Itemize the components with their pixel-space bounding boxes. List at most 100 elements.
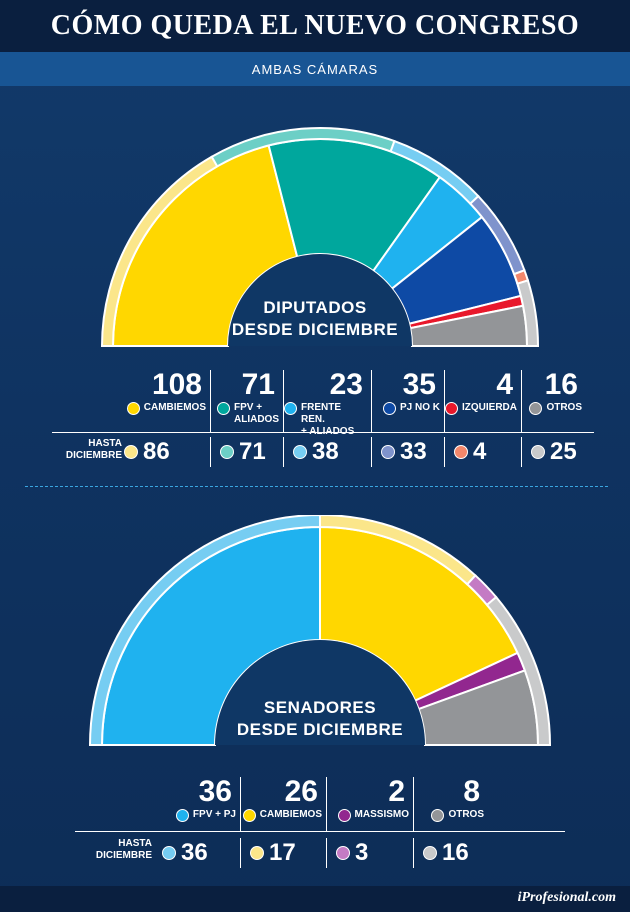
diputados-chamber-label: DIPUTADOS DESDE DICIEMBRE — [215, 297, 415, 341]
senadores-party-name-line-1: OTROS — [448, 809, 484, 820]
senadores-seat-count-fpv-pj: 36 — [198, 775, 232, 808]
diputados-hemicycle-chart — [100, 127, 540, 347]
senadores-previous-separator — [413, 838, 414, 868]
senadores-previous-massismo: 3 — [326, 838, 413, 868]
senadores-center-hole — [215, 640, 425, 745]
diputados-party-fpv-aliados: FPV + ALIADOS — [211, 402, 279, 426]
senadores-party-name-fpv-pj: FPV + PJ — [193, 809, 236, 821]
senadores-party-cambiemos: CAMBIEMOS — [241, 809, 322, 822]
diputados-party-name-frente-ren-aliados: FRENTE REN.+ ALIADOS — [301, 402, 367, 438]
diputados-dot-izquierda — [445, 402, 458, 415]
senadores-previous-dot-otros — [423, 846, 437, 860]
section-divider — [25, 486, 608, 487]
page-subtitle: AMBAS CÁMARAS — [251, 61, 379, 77]
senadores-hemicycle-chart — [88, 515, 552, 746]
diputados-dot-frente-ren-aliados — [284, 402, 297, 415]
diputados-party-pj-no-k: PJ NO K — [372, 402, 440, 415]
diputados-result-cambiemos: 108 CAMBIEMOS — [126, 368, 210, 432]
diputados-previous-dot-fpv-aliados — [220, 445, 234, 459]
diputados-row-divider — [52, 432, 594, 433]
diputados-result-otros: 16 OTROS — [521, 370, 586, 432]
diputados-previous-separator — [444, 437, 445, 467]
diputados-party-name-line-1: IZQUIERDA — [462, 402, 517, 413]
senadores-previous-dot-cambiemos — [250, 846, 264, 860]
diputados-seat-count-frente-ren-aliados: 23 — [329, 368, 363, 401]
senadores-seat-count-massismo: 2 — [388, 775, 405, 808]
diputados-party-name-cambiemos: CAMBIEMOS — [144, 402, 206, 414]
title-bar: CÓMO QUEDA EL NUEVO CONGRESO — [0, 0, 630, 52]
senadores-result-fpv-pj: 36 FPV + PJ — [160, 777, 240, 831]
diputados-previous-dot-cambiemos — [124, 445, 138, 459]
diputados-previous-count-fpv-aliados: 71 — [239, 438, 266, 465]
senadores-chamber-label: SENADORES DESDE DICIEMBRE — [220, 697, 420, 741]
diputados-seat-count-pj-no-k: 35 — [402, 368, 436, 401]
page-title: CÓMO QUEDA EL NUEVO CONGRESO — [50, 10, 580, 41]
senadores-result-cambiemos: 26 CAMBIEMOS — [240, 777, 326, 831]
diputados-previous-frente-ren-aliados: 38 — [283, 437, 371, 467]
senadores-row-divider — [75, 831, 565, 832]
senadores-party-name-line-1: MASSISMO — [354, 809, 409, 820]
senadores-previous-count-otros: 16 — [442, 839, 469, 866]
senadores-previous-label-line-1: HASTA — [118, 838, 152, 849]
senadores-dot-otros — [431, 809, 445, 822]
diputados-party-name-line-2: + ALIADOS — [301, 426, 367, 438]
diputados-result-pj-no-k: 35 PJ NO K — [371, 370, 444, 432]
diputados-previous-izquierda: 4 — [444, 437, 521, 467]
senadores-previous-label: HASTA DICIEMBRE — [68, 838, 152, 862]
senadores-seat-count-cambiemos: 26 — [284, 775, 318, 808]
diputados-previous-pj-no-k: 33 — [371, 437, 444, 467]
senadores-result-massismo: 2 MASSISMO — [326, 777, 413, 831]
diputados-party-name-line-1: FRENTE REN. — [301, 402, 341, 425]
senadores-party-otros: OTROS — [414, 809, 484, 822]
diputados-party-name-izquierda: IZQUIERDA — [462, 402, 517, 414]
diputados-previous-label-line-2: DICIEMBRE — [65, 450, 122, 461]
diputados-dot-cambiemos — [126, 402, 140, 415]
senadores-dot-fpv-pj — [175, 809, 189, 822]
senadores-dot-massismo — [337, 809, 351, 822]
diputados-previous-separator — [283, 437, 284, 467]
footer-bar: iProfesional.com — [0, 886, 630, 912]
diputados-seat-count-fpv-aliados: 71 — [241, 368, 275, 401]
diputados-party-name-line-1: FPV + — [234, 402, 263, 413]
diputados-party-otros: OTROS — [522, 402, 582, 415]
credit-logo: iProfesional.com — [517, 890, 616, 905]
senadores-results-row: 36 FPV + PJ 26 CAMBIEMOS 2 MASSISMO 8 OTROS — [160, 777, 488, 831]
diputados-party-name-otros: OTROS — [546, 402, 582, 414]
senadores-previous-fpv-pj: 36 — [160, 838, 240, 868]
diputados-previous-label-line-1: HASTA — [88, 438, 122, 449]
senadores-previous-label-line-2: DICIEMBRE — [95, 850, 152, 861]
subtitle-bar: AMBAS CÁMARAS — [0, 52, 630, 86]
diputados-dot-fpv-aliados — [217, 402, 230, 415]
diputados-result-fpv-aliados: 71 FPV + ALIADOS — [210, 370, 283, 432]
diputados-party-name-line-1: OTROS — [546, 402, 582, 413]
senadores-previous-count-cambiemos: 17 — [269, 839, 296, 866]
diputados-party-izquierda: IZQUIERDA — [445, 402, 517, 415]
diputados-previous-dot-otros — [531, 445, 545, 459]
diputados-seat-count-otros: 16 — [544, 368, 578, 401]
diputados-dot-otros — [529, 402, 543, 415]
senadores-previous-cambiemos: 17 — [240, 838, 326, 868]
diputados-seat-count-cambiemos: 108 — [151, 368, 202, 401]
senadores-party-fpv-pj: FPV + PJ — [160, 809, 236, 822]
diputados-party-name-pj-no-k: PJ NO K — [400, 402, 440, 414]
diputados-party-cambiemos: CAMBIEMOS — [126, 402, 206, 415]
senadores-party-name-line-1: FPV + PJ — [192, 809, 236, 820]
diputados-previous-count-pj-no-k: 33 — [400, 438, 427, 465]
diputados-previous-count-izquierda: 4 — [473, 438, 487, 465]
diputados-party-name-line-1: CAMBIEMOS — [143, 402, 206, 413]
diputados-previous-arc-otros — [516, 279, 540, 347]
senadores-party-name-line-1: CAMBIEMOS — [259, 809, 322, 820]
senadores-previous-separator — [240, 838, 241, 868]
senadores-label-line-2: DESDE DICIEMBRE — [236, 720, 404, 739]
diputados-party-name-fpv-aliados: FPV + ALIADOS — [234, 402, 279, 426]
senadores-previous-dot-fpv-pj — [162, 846, 176, 860]
diputados-previous-label: HASTA DICIEMBRE — [38, 438, 122, 462]
diputados-previous-separator — [371, 437, 372, 467]
diputados-label-line-1: DIPUTADOS — [263, 298, 367, 317]
senadores-party-massismo: MASSISMO — [327, 809, 409, 822]
senadores-party-name-massismo: MASSISMO — [355, 809, 409, 821]
diputados-center-hole — [228, 254, 412, 346]
diputados-party-name-line-2: ALIADOS — [234, 414, 279, 425]
